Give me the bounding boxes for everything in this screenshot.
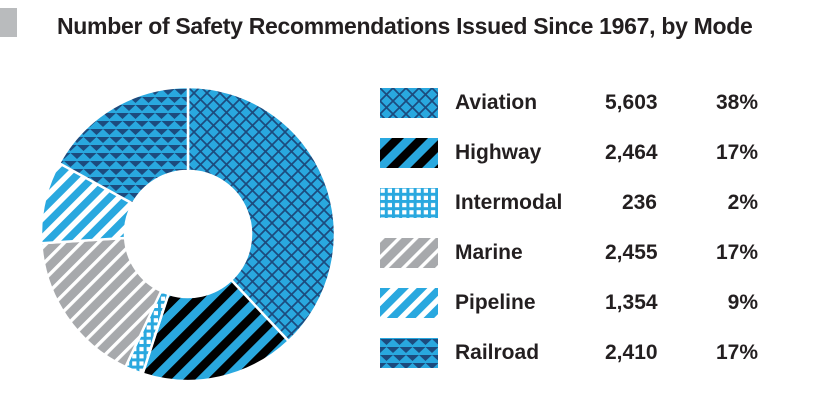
legend-swatch-aviation <box>380 88 438 118</box>
legend-label-intermodal: Intermodal <box>455 191 563 214</box>
chart-legend: Aviation 5,603 38% Highway 2,464 17% Intermoda… <box>380 88 758 368</box>
legend-label-aviation: Aviation <box>455 91 538 114</box>
legend-percent-railroad: 17% <box>715 341 758 364</box>
legend-percent-pipeline: 9% <box>727 291 758 314</box>
legend-label-railroad: Railroad <box>455 341 540 364</box>
legend-label-highway: Highway <box>455 141 542 164</box>
legend-value-railroad: 2,410 <box>605 341 658 364</box>
pie-segment-marine <box>39 236 163 369</box>
legend-swatch-intermodal <box>380 188 438 218</box>
legend-value-pipeline: 1,354 <box>605 291 658 314</box>
legend-percent-marine: 17% <box>715 241 758 264</box>
legend-swatch-railroad <box>380 338 438 368</box>
pie-segment-highway <box>140 278 291 383</box>
legend-percent-intermodal: 2% <box>727 191 758 214</box>
legend-value-intermodal: 236 <box>621 191 657 214</box>
legend-swatch-marine <box>380 238 438 268</box>
legend-percent-highway: 17% <box>715 141 758 164</box>
legend-value-highway: 2,464 <box>605 141 658 164</box>
legend-value-aviation: 5,603 <box>605 91 658 114</box>
legend-swatch-pipeline <box>380 288 438 318</box>
corner-accent-square <box>0 8 17 37</box>
donut-chart <box>39 85 337 383</box>
donut-chart-container <box>38 80 338 390</box>
legend-value-marine: 2,455 <box>605 241 658 264</box>
pie-segment-railroad <box>57 85 190 206</box>
pie-segment-aviation <box>186 85 337 343</box>
legend-label-marine: Marine <box>455 241 523 264</box>
legend-percent-aviation: 38% <box>715 91 758 114</box>
chart-title: Number of Safety Recommendations Issued … <box>57 13 753 39</box>
legend-label-pipeline: Pipeline <box>455 291 536 314</box>
legend-swatch-highway <box>380 138 438 168</box>
